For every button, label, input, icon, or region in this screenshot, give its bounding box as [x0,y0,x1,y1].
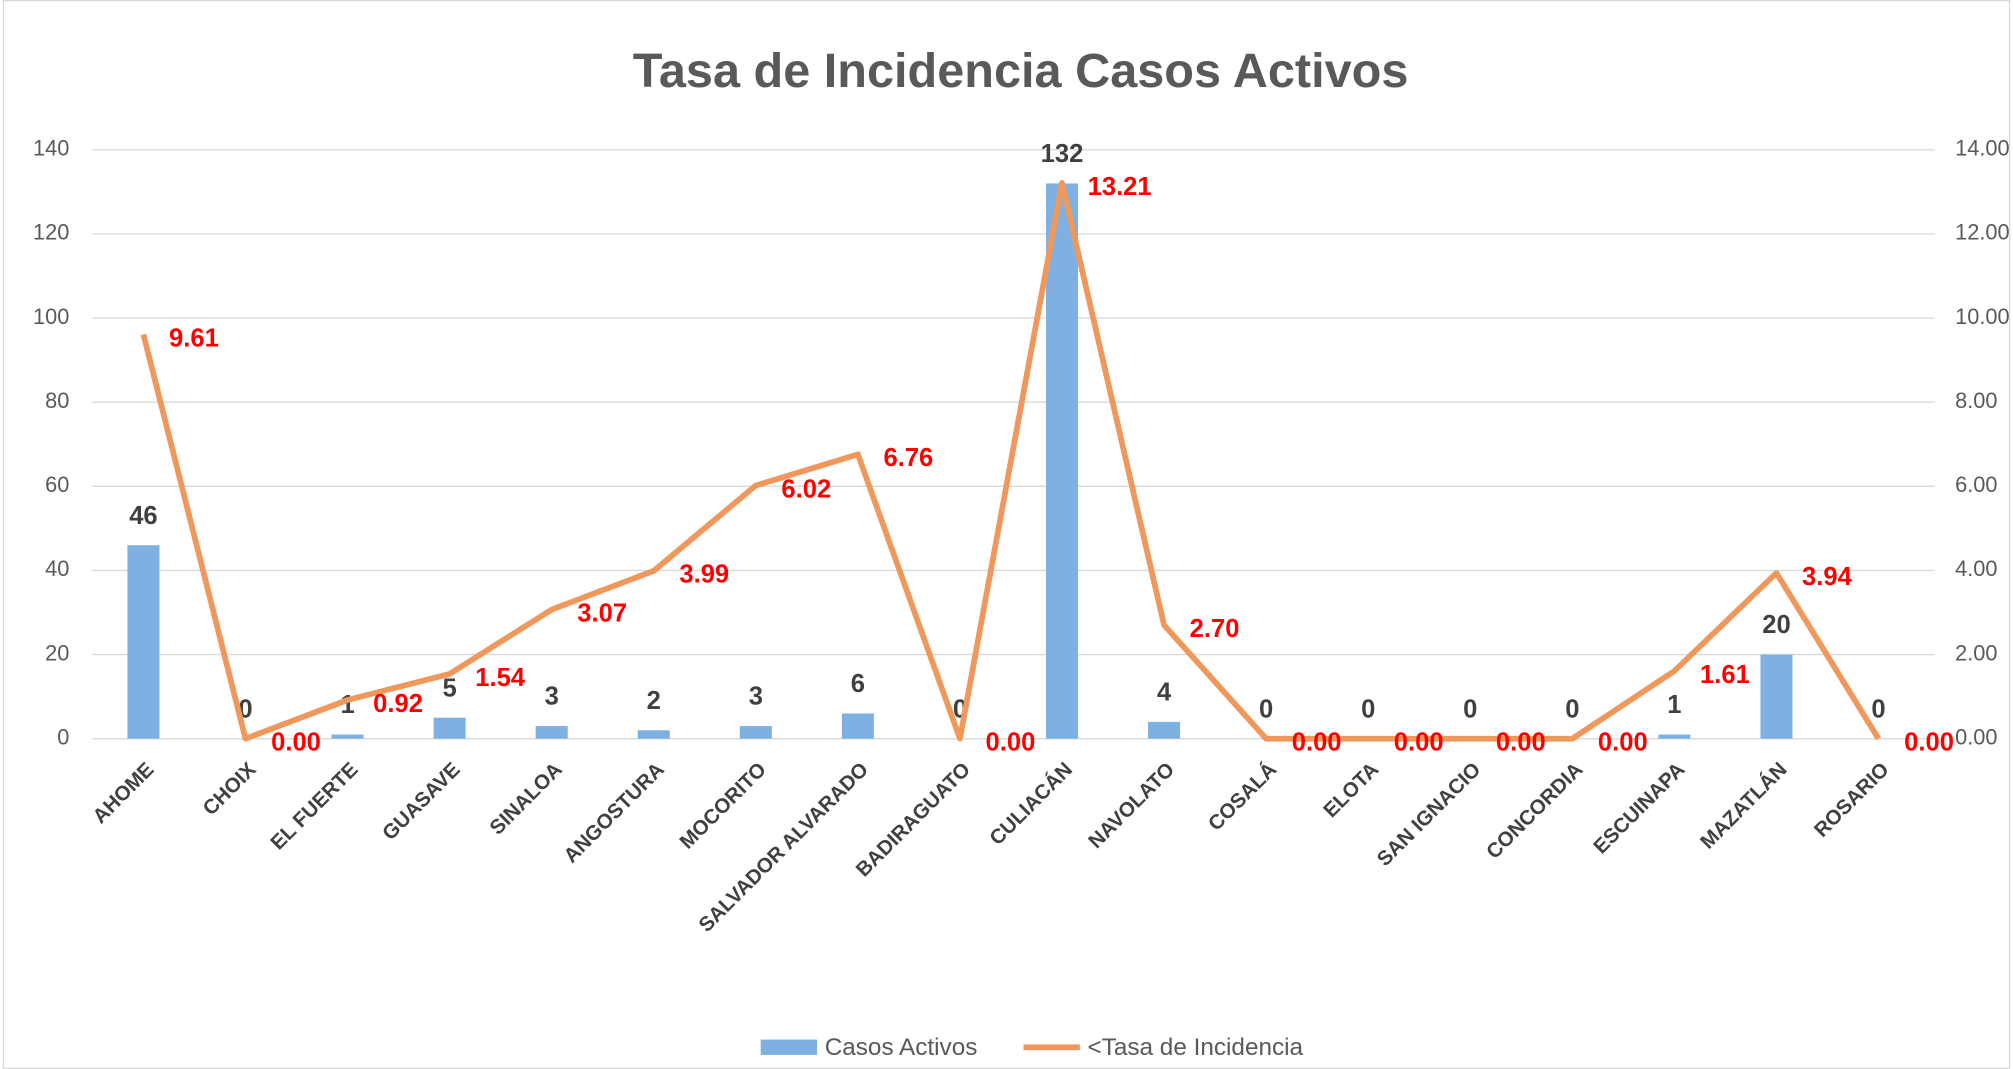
y2-tick-label: 2.00 [1955,640,1997,665]
bar [535,726,568,739]
y2-tick-label: 10.00 [1955,304,2009,329]
bar-value-label: 20 [1762,611,1790,639]
bar [1046,183,1079,739]
chart-title: Tasa de Incidencia Casos Activos [633,44,1409,98]
y-tick-label: 140 [33,136,69,161]
bar-value-label: 6 [851,670,865,698]
y2-tick-label: 14.00 [1955,136,2009,161]
bar [127,545,160,739]
y2-tick-label: 12.00 [1955,220,2009,245]
y-tick-label: 100 [33,304,69,329]
bar-value-label: 5 [443,674,457,702]
y-tick-label: 80 [45,388,69,413]
bar-value-label: 0 [1463,695,1477,723]
bar-value-label: 1 [1667,691,1681,719]
y2-tick-label: 4.00 [1955,556,1997,581]
line-value-label: 0.00 [1496,729,1546,757]
line-value-label: 1.61 [1700,661,1750,689]
y2-tick-label: 8.00 [1955,388,1997,413]
bar-value-label: 1 [340,691,354,719]
line-value-label: 3.94 [1802,563,1853,591]
bar [1760,654,1793,739]
line-value-label: 1.54 [475,664,526,692]
bar [841,713,874,739]
line-value-label: 3.07 [577,599,627,627]
line-value-label: 0.00 [986,729,1036,757]
bar [1148,721,1181,739]
line-value-label: 0.92 [373,690,423,718]
bar-value-label: 132 [1041,140,1084,168]
line-value-label: 0.00 [1598,729,1648,757]
line-value-label: 3.99 [679,561,729,589]
legend-label: <Tasa de Incidencia [1088,1034,1304,1061]
line-value-label: 6.02 [781,475,831,503]
line-value-label: 0.00 [1394,729,1444,757]
bar-value-label: 3 [545,683,559,711]
bar-value-label: 0 [1871,695,1885,723]
bar [739,726,772,739]
bar-value-label: 3 [749,683,763,711]
bar-value-label: 4 [1157,678,1172,706]
line-value-label: 0.00 [271,729,321,757]
line-value-label: 0.00 [1292,729,1342,757]
y-tick-label: 120 [33,220,69,245]
bar-value-label: 46 [129,502,157,530]
line-value-label: 13.21 [1088,173,1152,201]
y-tick-label: 60 [45,472,69,497]
bar-value-label: 0 [1259,695,1273,723]
legend-swatch [760,1039,818,1055]
y2-tick-label: 6.00 [1955,472,1997,497]
bar-value-label: 0 [1565,695,1579,723]
bar-value-label: 2 [647,687,661,715]
bar [637,730,670,739]
line-value-label: 2.70 [1190,615,1240,643]
bar-value-label: 0 [1361,695,1375,723]
line-value-label: 6.76 [883,444,933,472]
bar [1658,734,1691,739]
y-tick-label: 20 [45,640,69,665]
line-value-label: 9.61 [169,324,219,352]
line-value-label: 0.00 [1904,729,1954,757]
legend-label: Casos Activos [825,1034,978,1061]
y-tick-label: 40 [45,556,69,581]
line [140,180,1881,742]
y2-tick-label: 0.00 [1955,724,1997,749]
bar [433,717,466,739]
bar [331,734,364,739]
y-tick-label: 0 [57,724,69,749]
